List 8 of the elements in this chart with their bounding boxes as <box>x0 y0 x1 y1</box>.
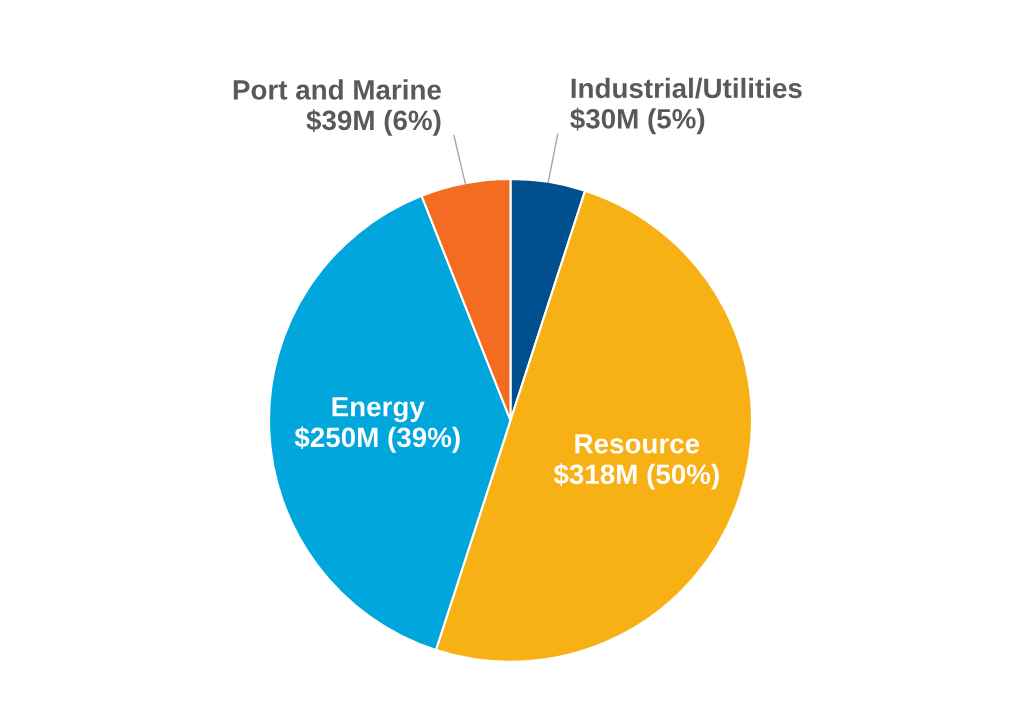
slice-label: Port and Marine <box>233 79 441 100</box>
data-label: $250M (39%) <box>294 426 460 453</box>
data-label: $39M (6%) <box>306 109 441 136</box>
data-label: $30M (5%) <box>570 107 705 135</box>
slice-label: Energy <box>332 397 425 423</box>
slice-label: Industrial/Utilities <box>571 77 802 99</box>
slice-label: Resource <box>575 434 700 454</box>
data-label: $318M (50%) <box>553 463 719 490</box>
